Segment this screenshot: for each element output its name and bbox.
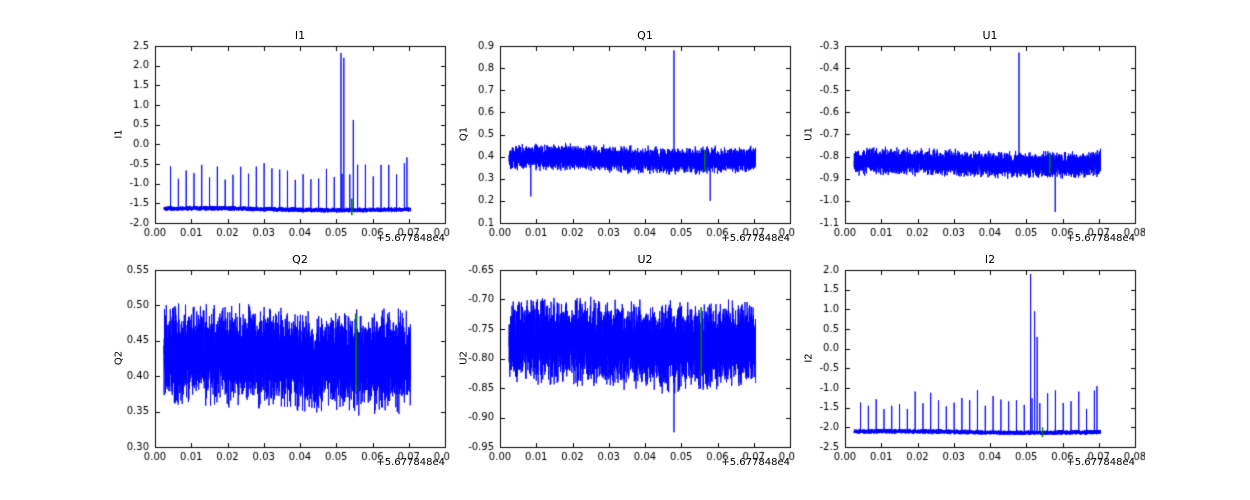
- plot-canvas-q1: [450, 28, 800, 253]
- plot-canvas-i1: [105, 28, 455, 253]
- y-axis-label-i2: I2: [803, 353, 815, 363]
- x-axis-offset-label: +5.677848e4: [376, 233, 445, 244]
- plot-canvas-q2: [105, 252, 455, 477]
- subplot-u2: U2 U2 +5.677848e4: [450, 252, 800, 477]
- plot-title-i2: I2: [984, 253, 996, 266]
- y-axis-label-i1: I1: [113, 129, 125, 139]
- x-axis-offset-label: +5.677848e4: [376, 457, 445, 468]
- x-axis-offset-label: +5.677848e4: [721, 233, 790, 244]
- subplot-q1: Q1 Q1 +5.677848e4: [450, 28, 800, 253]
- y-axis-label-q2: Q2: [113, 350, 125, 366]
- subplot-q2: Q2 Q2 +5.677848e4: [105, 252, 455, 477]
- subplot-u1: U1 U1 +5.677848e4: [795, 28, 1145, 253]
- x-axis-offset-label: +5.677848e4: [721, 457, 790, 468]
- y-axis-label-u1: U1: [803, 127, 815, 141]
- plot-title-i1: I1: [294, 29, 306, 42]
- plot-canvas-u2: [450, 252, 800, 477]
- subplot-i1: I1 I1 +5.677848e4: [105, 28, 455, 253]
- subplot-i2: I2 I2 +5.677848e4: [795, 252, 1145, 477]
- y-axis-label-u2: U2: [458, 351, 470, 365]
- plot-title-q1: Q1: [637, 29, 653, 42]
- plot-canvas-u1: [795, 28, 1145, 253]
- plot-title-q2: Q2: [292, 253, 308, 266]
- plot-title-u1: U1: [982, 29, 998, 42]
- x-axis-offset-label: +5.677848e4: [1066, 233, 1135, 244]
- x-axis-offset-label: +5.677848e4: [1066, 457, 1135, 468]
- plot-title-u2: U2: [637, 253, 653, 266]
- y-axis-label-q1: Q1: [458, 126, 470, 142]
- plot-canvas-i2: [795, 252, 1145, 477]
